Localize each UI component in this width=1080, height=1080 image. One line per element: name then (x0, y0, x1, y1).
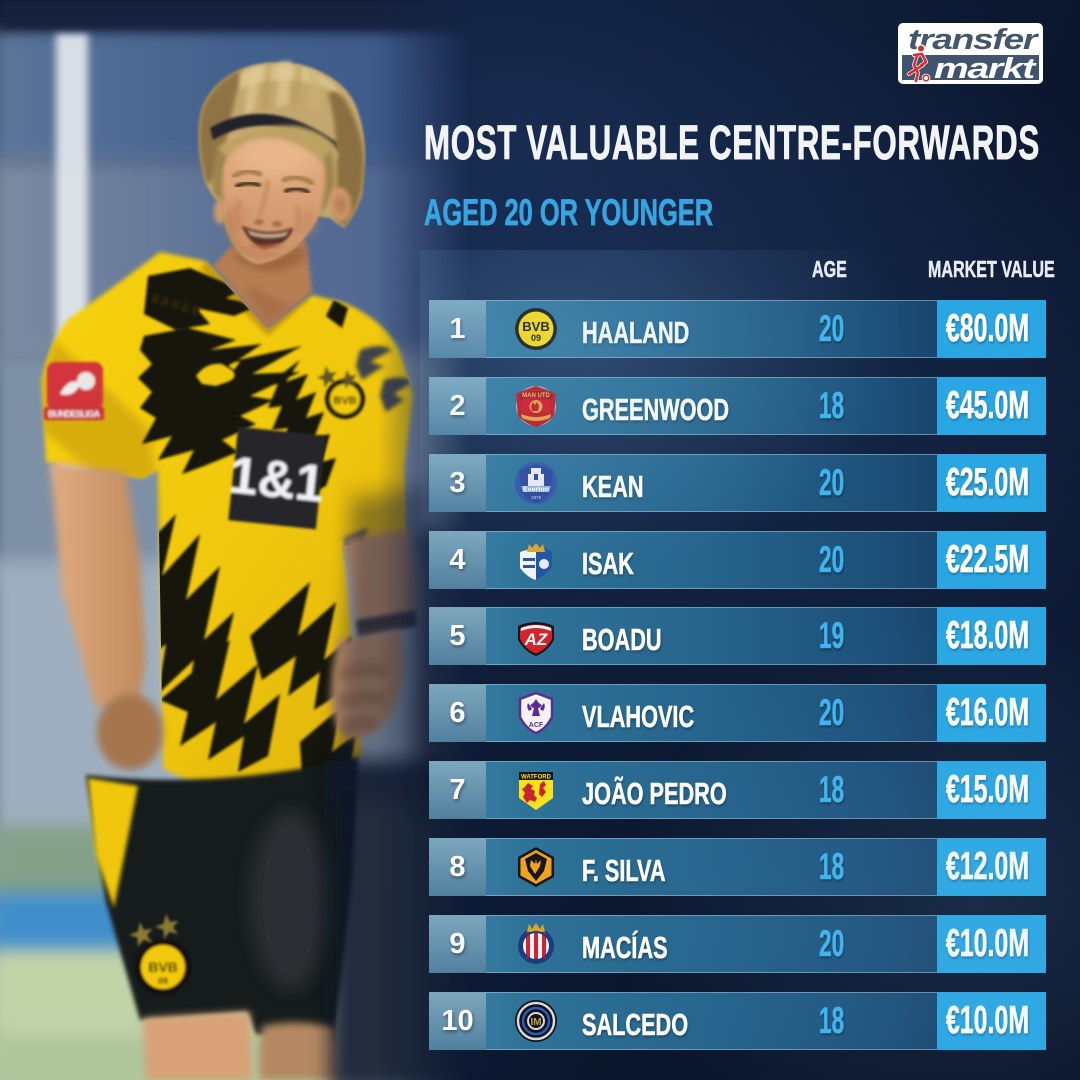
svg-text:Everton: Everton (523, 487, 549, 494)
svg-text:BVB: BVB (333, 395, 356, 407)
svg-text:IM: IM (530, 1017, 541, 1028)
svg-text:ACF: ACF (529, 722, 544, 729)
svg-text:1878: 1878 (531, 495, 542, 500)
svg-text:WATFORD: WATFORD (521, 775, 552, 781)
svg-text:BVB: BVB (522, 319, 549, 334)
svg-text:09: 09 (158, 976, 168, 986)
svg-text:AZ: AZ (524, 630, 548, 649)
svg-text:BVB: BVB (148, 959, 178, 975)
svg-text:BUNDESLIGA: BUNDESLIGA (48, 409, 101, 419)
svg-text:MAN UTD: MAN UTD (522, 393, 550, 399)
svg-text:09: 09 (531, 333, 541, 343)
svg-text:1&1: 1&1 (226, 446, 327, 514)
